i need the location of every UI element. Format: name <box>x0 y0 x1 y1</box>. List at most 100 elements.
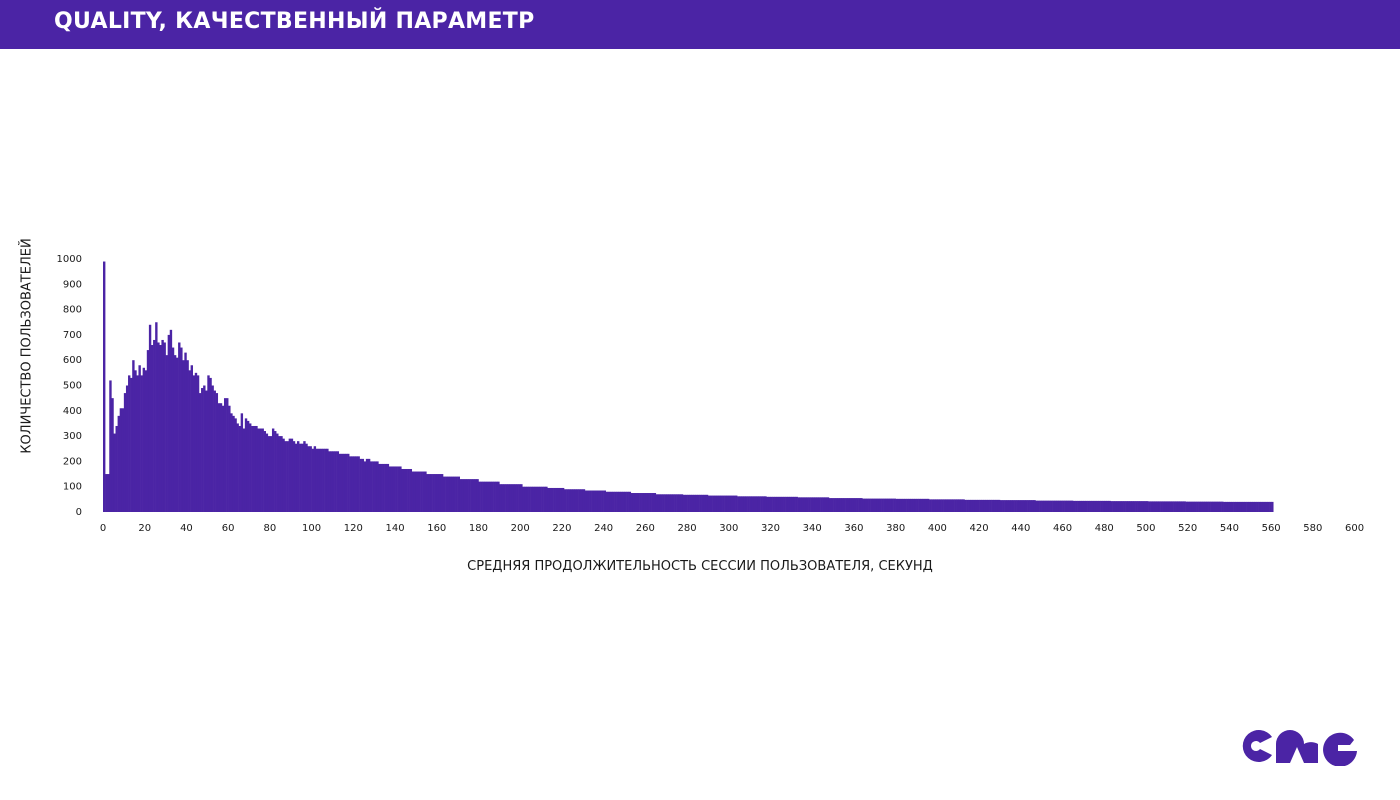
histogram-bar <box>643 493 646 512</box>
x-tick-label: 580 <box>1303 523 1322 534</box>
histogram-bar <box>342 453 346 512</box>
histogram-bar <box>244 418 248 512</box>
histogram-bar <box>363 461 367 512</box>
histogram-bar <box>762 496 765 512</box>
x-tick-label: 60 <box>222 523 235 534</box>
x-tick-label: 400 <box>928 523 947 534</box>
histogram-bar <box>1066 500 1070 512</box>
y-tick-label: 100 <box>63 482 82 493</box>
histogram-bar <box>1077 500 1080 512</box>
histogram-bar <box>1098 500 1101 512</box>
histogram-bar <box>578 489 581 512</box>
histogram-bar <box>409 468 413 512</box>
histogram-bar <box>1104 500 1107 512</box>
histogram-bar <box>634 493 638 512</box>
histogram-bar <box>914 498 917 512</box>
histogram-bar <box>849 498 853 512</box>
histogram-bar <box>495 481 498 512</box>
histogram-bar <box>991 499 994 512</box>
histogram-bar <box>699 494 702 512</box>
histogram-bar <box>167 334 171 512</box>
histogram-bar <box>657 494 661 512</box>
histogram-bar <box>1037 500 1040 512</box>
histogram-bar <box>1110 501 1113 512</box>
histogram-bar <box>178 342 181 512</box>
histogram-bar <box>445 476 448 512</box>
histogram-bar <box>109 380 112 512</box>
histogram-bar <box>810 497 813 512</box>
histogram-bar <box>999 500 1003 512</box>
histogram-bar <box>1016 500 1020 512</box>
histogram-bar <box>1233 501 1236 512</box>
histogram-bar <box>670 494 673 512</box>
histogram-bar <box>355 456 358 512</box>
histogram-bar <box>551 487 554 512</box>
histogram-bar <box>922 498 926 512</box>
histogram-bar <box>1212 501 1216 512</box>
histogram-bar <box>351 456 354 512</box>
histogram-bar <box>647 493 650 512</box>
histogram-bar <box>148 324 152 512</box>
histogram-bar <box>839 498 842 512</box>
histogram-bar <box>872 498 876 512</box>
x-tick-label: 100 <box>302 523 321 534</box>
histogram-bar <box>309 446 312 512</box>
histogram-bar <box>728 495 732 512</box>
histogram-bar <box>853 498 857 512</box>
histogram-bar <box>904 498 907 512</box>
histogram-bar <box>463 479 467 512</box>
histogram-bar <box>1200 501 1203 512</box>
histogram-bar <box>1127 501 1130 512</box>
histogram-bar <box>319 448 323 512</box>
histogram-bar <box>774 496 778 512</box>
histogram-bar <box>253 425 256 512</box>
histogram-bar <box>465 479 469 512</box>
histogram-bar <box>803 497 807 512</box>
histogram-bar <box>432 474 435 512</box>
histogram-bar <box>695 494 698 512</box>
histogram-bar <box>645 493 648 512</box>
histogram-bar <box>1145 501 1149 512</box>
histogram-bar <box>240 413 244 512</box>
histogram-bar <box>424 471 427 512</box>
histogram-bar <box>532 486 536 512</box>
x-tick-label: 260 <box>636 523 655 534</box>
histogram-bar <box>511 484 515 512</box>
histogram-bar <box>795 496 798 512</box>
histogram-bar <box>649 493 652 512</box>
histogram-bar <box>876 498 880 512</box>
histogram-bar <box>159 345 162 512</box>
histogram-bar <box>739 496 742 512</box>
histogram-bar <box>1133 501 1136 512</box>
histogram-bar <box>595 490 598 512</box>
histogram-bar <box>908 498 911 512</box>
histogram-bar <box>169 329 173 512</box>
histogram-bar <box>689 494 692 512</box>
histogram-bar <box>117 415 120 512</box>
histogram-bar <box>271 428 275 512</box>
histogram-bar <box>641 493 644 512</box>
histogram-bar <box>1062 500 1065 512</box>
x-tick-label: 240 <box>594 523 613 534</box>
histogram-bar <box>1248 501 1251 512</box>
histogram-bar <box>584 490 588 512</box>
histogram-bar <box>447 476 450 512</box>
histogram-bar <box>628 491 632 512</box>
histogram-bar <box>499 484 502 512</box>
histogram-bar <box>860 498 863 512</box>
histogram-bar <box>901 498 905 512</box>
histogram-bar <box>801 497 805 512</box>
histogram-bar <box>791 496 794 512</box>
histogram-bar <box>1256 501 1259 512</box>
histogram-bar <box>822 497 826 512</box>
histogram-bar <box>614 491 617 512</box>
histogram-bar <box>155 322 158 512</box>
histogram-bar <box>443 476 446 512</box>
bars-group <box>103 261 1274 512</box>
histogram-bar <box>1106 500 1109 512</box>
histogram-bar <box>730 495 734 512</box>
histogram-bar <box>374 461 377 512</box>
histogram-bar <box>1087 500 1090 512</box>
histogram-bar <box>680 494 684 512</box>
histogram-bar <box>1189 501 1193 512</box>
